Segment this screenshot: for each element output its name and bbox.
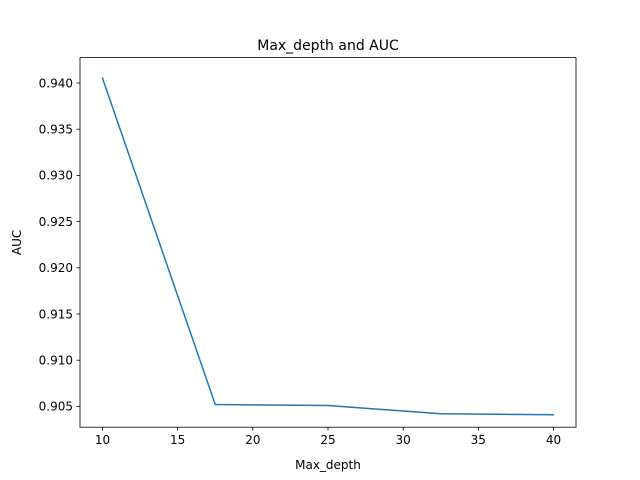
x-axis-label: Max_depth [295, 458, 361, 472]
chart-title: Max_depth and AUC [257, 38, 399, 54]
y-tick-label: 0.940 [39, 76, 73, 90]
data-point [214, 403, 217, 406]
y-tick-label: 0.925 [39, 215, 73, 229]
x-tick-label: 30 [396, 433, 411, 447]
x-tick-label: 35 [471, 433, 486, 447]
data-point [101, 77, 104, 80]
data-point [439, 413, 442, 415]
x-tick-label: 10 [95, 433, 110, 447]
y-tick-label: 0.905 [39, 400, 73, 414]
y-tick-label: 0.935 [39, 123, 73, 137]
x-tick-label: 20 [245, 433, 260, 447]
y-tick-label: 0.910 [39, 354, 73, 368]
y-axis-label: AUC [10, 230, 24, 255]
x-tick-label: 40 [546, 433, 561, 447]
data-point [327, 404, 329, 407]
y-tick-label: 0.915 [39, 307, 73, 321]
x-tick-label: 25 [320, 433, 335, 447]
y-axis-ticks: 0.905 0.910 0.915 0.920 0.925 0.930 0.935 0.940 [39, 76, 80, 414]
y-tick-label: 0.920 [39, 261, 73, 275]
series-layer [101, 77, 555, 416]
y-tick-label: 0.930 [39, 169, 73, 183]
plot-area [80, 57, 576, 428]
plot-frame [79, 57, 577, 428]
data-point [552, 413, 555, 416]
x-tick-label: 15 [170, 433, 185, 447]
x-axis-ticks: 10 15 20 25 30 35 40 [95, 427, 561, 447]
